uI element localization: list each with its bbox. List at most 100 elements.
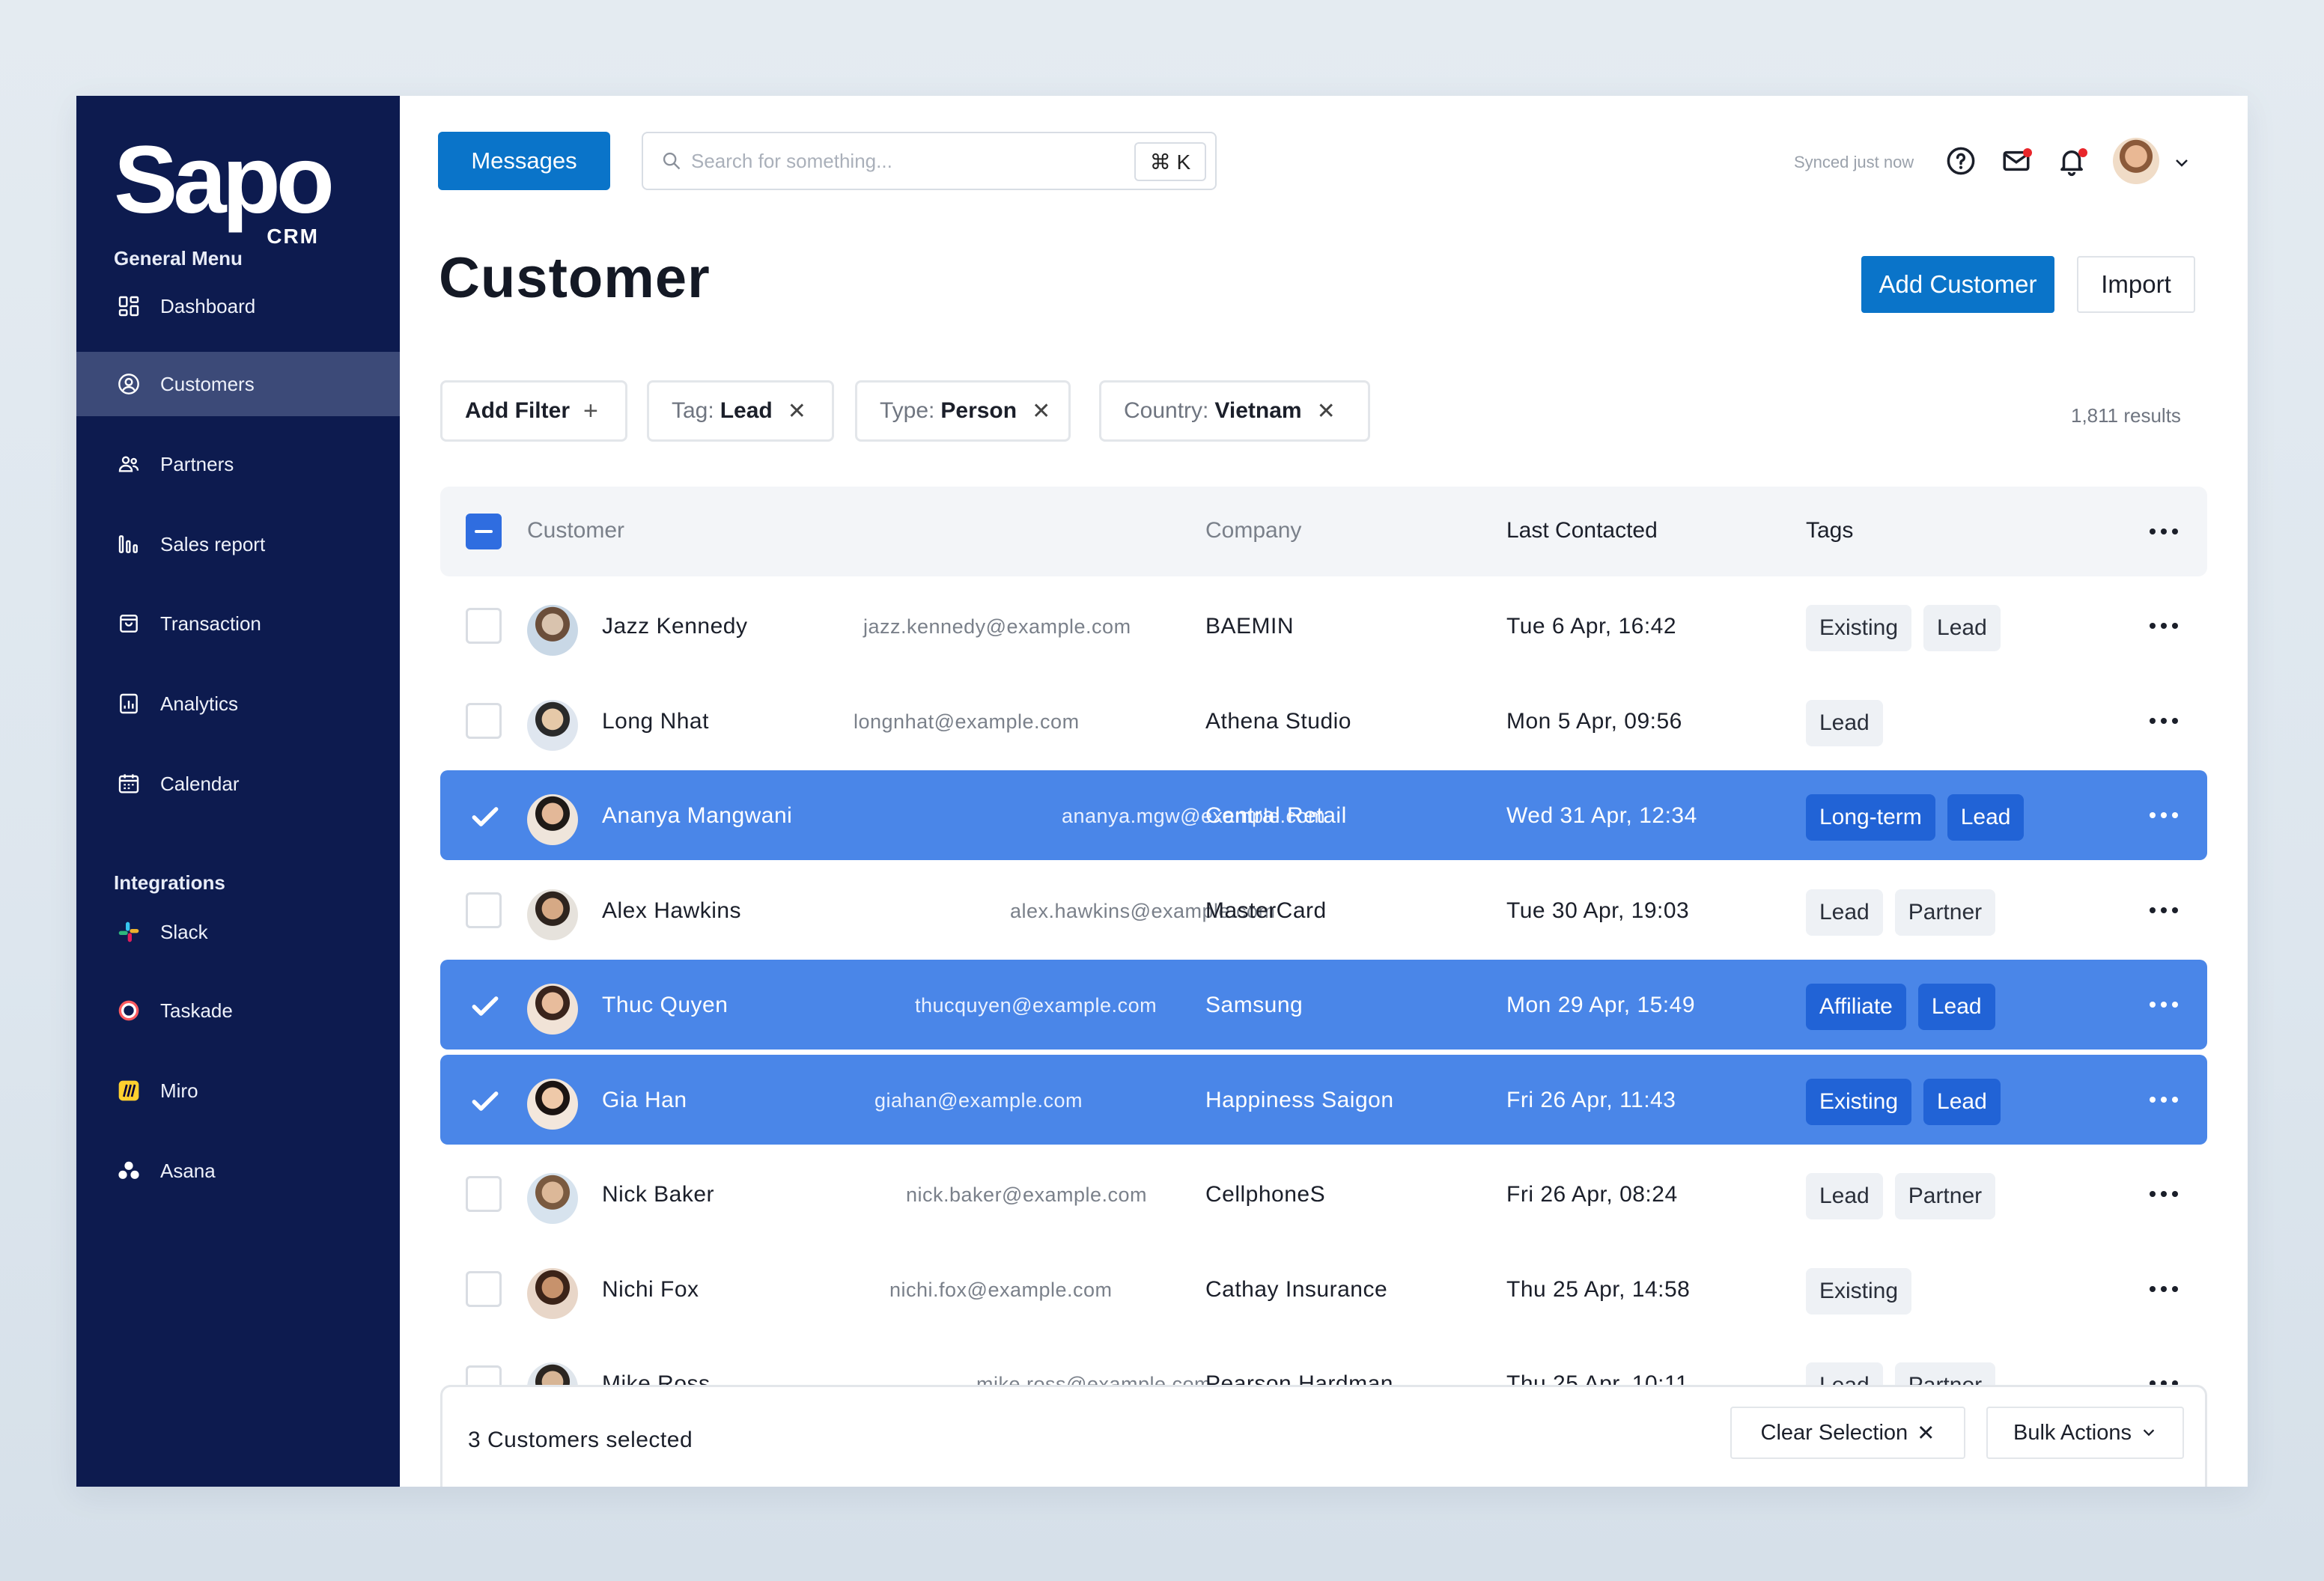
row-checkbox[interactable] bbox=[466, 892, 502, 928]
slack-icon bbox=[115, 919, 142, 945]
column-header-company[interactable]: Company bbox=[1205, 518, 1302, 543]
filter-chip-type[interactable]: Type: Person ✕ bbox=[855, 380, 1071, 442]
bell-icon[interactable] bbox=[2056, 145, 2087, 177]
messages-button[interactable]: Messages bbox=[438, 132, 610, 190]
chevron-down-icon[interactable] bbox=[2173, 154, 2191, 172]
sidebar-item-dashboard[interactable]: Dashboard bbox=[76, 274, 400, 338]
customer-email[interactable]: nick.baker@example.com bbox=[906, 1184, 1148, 1206]
add-filter-label: Add Filter bbox=[465, 398, 570, 423]
chevron-down-icon bbox=[2143, 1429, 2155, 1437]
customer-email[interactable]: alex.hawkins@example.com bbox=[1010, 899, 1276, 922]
more-options-icon[interactable] bbox=[2141, 1274, 2186, 1304]
sidebar-item-calendar[interactable]: Calendar bbox=[76, 752, 400, 816]
user-avatar[interactable] bbox=[2113, 138, 2159, 184]
customer-name[interactable]: Ananya Mangwani bbox=[602, 803, 793, 828]
customer-name[interactable]: Thuc Quyen bbox=[602, 993, 728, 1017]
integration-item-label: Slack bbox=[160, 920, 208, 943]
tag-list: Existing Lead bbox=[1806, 605, 2001, 651]
customer-email[interactable]: mike.ross@example.com bbox=[976, 1373, 1211, 1385]
mail-notification-dot bbox=[2023, 148, 2032, 157]
dashboard-icon bbox=[115, 293, 142, 320]
add-customer-button[interactable]: Add Customer bbox=[1861, 256, 2054, 313]
row-checkbox[interactable] bbox=[466, 608, 502, 644]
integration-item-taskade[interactable]: Taskade bbox=[76, 978, 400, 1043]
user-circle-icon bbox=[115, 371, 142, 397]
more-options-icon[interactable] bbox=[2141, 1179, 2186, 1209]
customer-name[interactable]: Nick Baker bbox=[602, 1182, 715, 1207]
sidebar-item-partners[interactable]: Partners bbox=[76, 432, 400, 496]
more-options-icon[interactable] bbox=[2141, 611, 2186, 641]
customer-name[interactable]: Alex Hawkins bbox=[602, 898, 742, 923]
more-options-icon[interactable] bbox=[2141, 1085, 2186, 1115]
table-row[interactable]: Alex Hawkins alex.hawkins@example.com Ma… bbox=[440, 865, 2207, 955]
customer-email[interactable]: jazz.kennedy@example.com bbox=[863, 615, 1131, 638]
column-header-customer[interactable]: Customer bbox=[527, 518, 625, 543]
sidebar-item-customers[interactable]: Customers bbox=[76, 352, 400, 416]
brand-logo[interactable]: Sapo CRM bbox=[114, 132, 361, 249]
row-checkbox[interactable] bbox=[466, 987, 502, 1023]
more-options-icon[interactable] bbox=[2141, 706, 2186, 736]
more-options-icon[interactable] bbox=[2141, 895, 2186, 925]
more-options-icon[interactable] bbox=[2141, 990, 2186, 1020]
customer-email[interactable]: giahan@example.com bbox=[874, 1088, 1083, 1112]
customer-email[interactable]: thucquyen@example.com bbox=[915, 994, 1158, 1017]
table-row[interactable]: Long Nhat longnhat@example.com Athena St… bbox=[440, 676, 2207, 766]
column-header-tags[interactable]: Tags bbox=[1806, 518, 1854, 543]
sidebar-item-analytics[interactable]: Analytics bbox=[76, 671, 400, 736]
sidebar-item-label: Transaction bbox=[160, 612, 261, 635]
integration-item-slack[interactable]: Slack bbox=[76, 900, 400, 964]
customer-company: Cathay Insurance bbox=[1205, 1276, 1388, 1302]
add-filter-button[interactable]: Add Filter + bbox=[440, 380, 627, 442]
mail-icon[interactable] bbox=[2001, 145, 2032, 177]
search-input[interactable]: Search for something... bbox=[691, 149, 892, 172]
remove-filter-icon[interactable]: ✕ bbox=[1316, 398, 1336, 424]
filter-chip-tag[interactable]: Tag: Lead ✕ bbox=[647, 380, 834, 442]
select-all-checkbox[interactable] bbox=[466, 514, 502, 549]
table-row[interactable]: Jazz Kennedy jazz.kennedy@example.com BA… bbox=[440, 581, 2207, 671]
customer-name[interactable]: Jazz Kennedy bbox=[602, 614, 748, 639]
remove-filter-icon[interactable]: ✕ bbox=[787, 398, 806, 424]
remove-filter-icon[interactable]: ✕ bbox=[1032, 398, 1051, 424]
filter-chip-country[interactable]: Country: Vietnam ✕ bbox=[1099, 380, 1370, 442]
customer-name[interactable]: Mike Ross bbox=[602, 1371, 711, 1385]
table-row[interactable]: Ananya Mangwani ananya.mgw@example.com C… bbox=[440, 770, 2207, 860]
customer-email[interactable]: longnhat@example.com bbox=[854, 710, 1080, 733]
tag-badge: Lead bbox=[1806, 889, 1883, 936]
row-checkbox[interactable] bbox=[466, 797, 502, 833]
row-checkbox[interactable] bbox=[466, 1365, 502, 1385]
row-checkbox[interactable] bbox=[466, 1082, 502, 1118]
bulk-actions-button[interactable]: Bulk Actions bbox=[1986, 1407, 2184, 1459]
table-row[interactable]: Nichi Fox nichi.fox@example.com Cathay I… bbox=[440, 1244, 2207, 1334]
customer-email[interactable]: nichi.fox@example.com bbox=[889, 1278, 1113, 1301]
avatar bbox=[527, 699, 578, 751]
import-button[interactable]: Import bbox=[2077, 256, 2195, 313]
sidebar-item-transaction[interactable]: Transaction bbox=[76, 591, 400, 656]
integration-item-miro[interactable]: Miro bbox=[76, 1058, 400, 1123]
row-checkbox[interactable] bbox=[466, 1270, 502, 1307]
customer-name[interactable]: Gia Han bbox=[602, 1087, 687, 1112]
page-title: Customer bbox=[439, 246, 711, 310]
sidebar-item-sales-report[interactable]: Sales report bbox=[76, 512, 400, 576]
table-row[interactable]: Thuc Quyen thucquyen@example.com Samsung… bbox=[440, 960, 2207, 1050]
table-row[interactable]: Nick Baker nick.baker@example.com Cellph… bbox=[440, 1149, 2207, 1239]
table-row[interactable]: Gia Han giahan@example.com Happiness Sai… bbox=[440, 1054, 2207, 1145]
customer-company: Samsung bbox=[1205, 993, 1304, 1017]
last-contacted: Thu 25 Apr, 10:11 bbox=[1506, 1371, 1689, 1385]
customer-name[interactable]: Nichi Fox bbox=[602, 1276, 699, 1302]
row-checkbox[interactable] bbox=[466, 702, 502, 739]
clear-selection-button[interactable]: Clear Selection ✕ bbox=[1730, 1407, 1965, 1459]
help-icon[interactable] bbox=[1945, 145, 1977, 177]
table-row[interactable]: Mike Ross mike.ross@example.com Pearson … bbox=[440, 1338, 2207, 1385]
more-options-icon[interactable] bbox=[2141, 517, 2186, 546]
customer-email[interactable]: ananya.mgw@example.com bbox=[1062, 805, 1326, 827]
more-options-icon[interactable] bbox=[2141, 800, 2186, 830]
customer-name[interactable]: Long Nhat bbox=[602, 708, 709, 734]
column-header-last-contacted[interactable]: Last Contacted bbox=[1506, 518, 1658, 543]
integration-item-asana[interactable]: Asana bbox=[76, 1139, 400, 1203]
row-checkbox[interactable] bbox=[466, 1176, 502, 1212]
sidebar-item-label: Analytics bbox=[160, 692, 239, 715]
sidebar-item-label: Sales report bbox=[160, 532, 266, 555]
search-bar[interactable]: Search for something... ⌘ K bbox=[642, 132, 1217, 190]
more-options-icon[interactable] bbox=[2141, 1368, 2186, 1385]
asana-icon bbox=[115, 1157, 142, 1184]
